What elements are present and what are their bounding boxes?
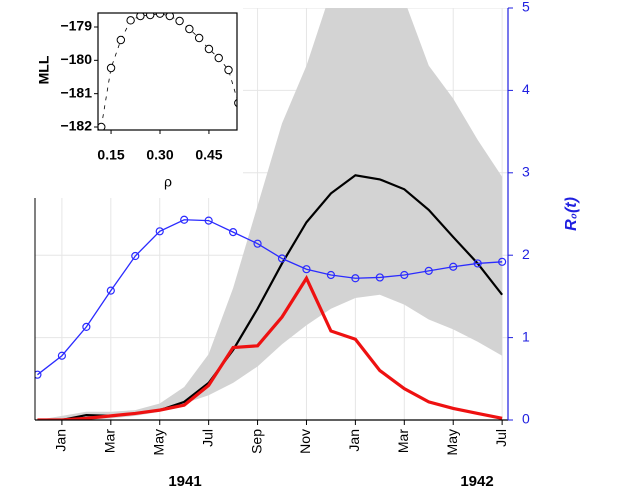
series-marker [204,216,213,225]
inset-plot: −182 −181 −180 −179 0.15 0.30 0.45 ρ MLL [8,8,243,198]
series-marker [449,262,458,271]
x-tick-label: May [150,429,166,455]
y2-tick-label: 5 [522,0,530,15]
x-tick-label: Jan [53,429,69,452]
y-axis-title: MLL [36,55,52,84]
series-marker [155,227,164,236]
x-tick-label: May [444,429,460,455]
series-marker [35,370,42,379]
series-marker [277,254,287,263]
point [155,13,165,18]
x-tick-label: 0.45 [195,147,222,163]
series-marker [57,351,67,360]
y2-tick-label: 4 [522,81,530,97]
y2-tick-label: 3 [522,164,530,180]
series-marker [498,257,507,266]
x-tick-label: 0.15 [97,147,124,163]
point [146,13,155,20]
series-marker [400,270,409,280]
main-plot: Jan Mar May Jul Sep Nov Jan Mar May Jul 0 1 2 3 4 5 R₀(t… [34,0,580,455]
point [224,65,233,75]
point [175,16,184,26]
series-marker [253,239,262,248]
y-tick-label: −179 [60,18,92,34]
x-tick-label: Jul [493,429,509,447]
series-marker [326,270,336,280]
x-tick-label: Mar [395,429,411,453]
series-marker [473,259,482,268]
y-tick-label: −180 [60,51,92,67]
y-tick-label: −182 [60,118,92,134]
x-tick-label: Jan [346,429,362,452]
series-marker [302,265,311,274]
series-marker [180,215,189,224]
x-axis-title: ρ [164,174,172,190]
year-label: 1941 [168,473,201,490]
confidence-band [37,8,503,420]
x-tick-label: Sep [248,429,264,454]
point [136,13,145,21]
point [98,122,106,130]
point [165,13,174,21]
point [204,44,214,54]
series-marker [351,274,360,283]
y2-axis-title: R₀(t) [563,197,580,231]
series-marker [375,273,384,282]
point [126,16,135,25]
series-marker [131,251,140,261]
x-tick-label: Mar [102,429,118,453]
x-tick-label: 0.30 [146,147,173,163]
series-marker [424,266,433,275]
series-marker [229,228,238,237]
series-marker [82,322,91,331]
x-tick-label: Nov [297,429,313,454]
y2-tick-label: 1 [522,328,530,344]
plot-area [98,13,237,130]
inset-background [8,8,243,198]
point [214,53,223,63]
point [185,24,194,34]
y-tick-label: −181 [60,84,92,100]
inset-frame [97,12,238,131]
series-line [37,219,503,376]
series-marker [106,286,115,295]
point [106,63,116,73]
point [194,33,204,43]
plot-area [35,8,508,420]
y2-tick-label: 0 [522,411,530,427]
point [116,35,126,45]
year-label: 1942 [460,473,493,490]
series-line [37,274,503,420]
y2-tick-label: 2 [522,246,530,262]
x-tick-label: Jul [199,429,215,447]
